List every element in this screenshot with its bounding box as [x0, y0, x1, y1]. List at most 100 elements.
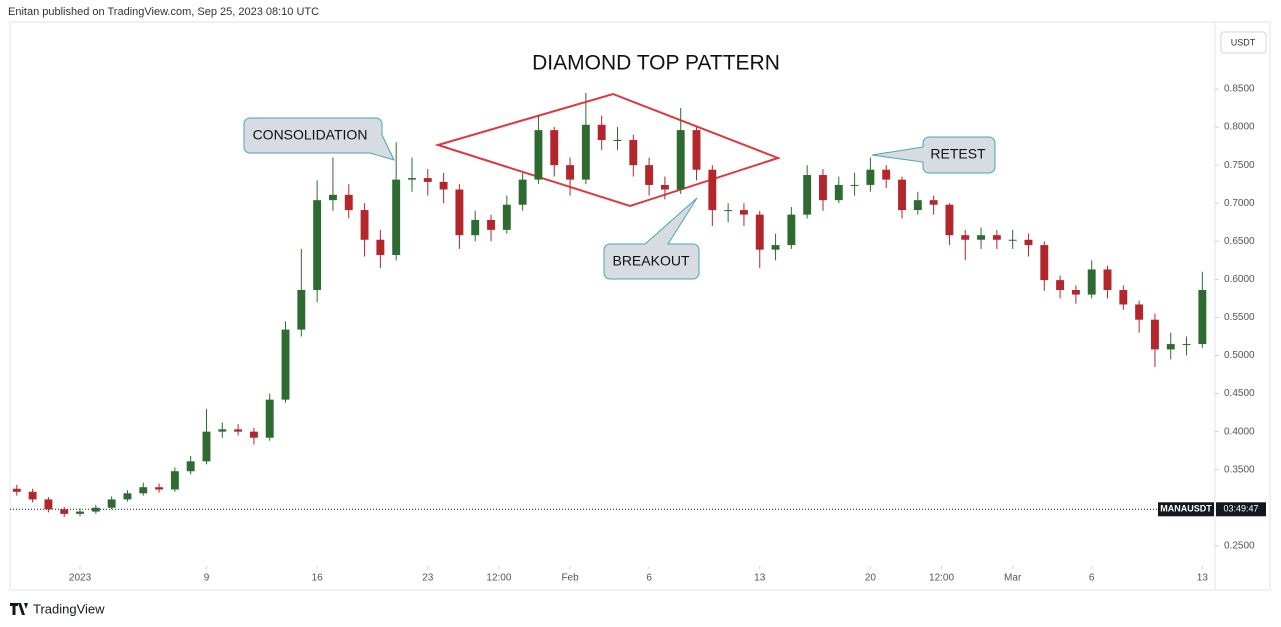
brand-logo: TradingView	[10, 601, 105, 616]
y-tick-label: 0.6500	[1224, 236, 1255, 247]
candle-body	[1087, 269, 1096, 295]
x-tick-label: 13	[1197, 573, 1209, 584]
candle-body	[471, 219, 480, 236]
candle-body	[550, 130, 559, 166]
candle-body	[44, 499, 53, 510]
candle-body	[1198, 290, 1207, 345]
symbol-label-bg	[1158, 502, 1214, 517]
candle-body	[898, 179, 906, 211]
logo-icon	[10, 603, 28, 615]
header: Enitan published on TradingView.com, Sep…	[8, 6, 319, 18]
candle-body	[249, 431, 258, 438]
y-tick-label: 0.5500	[1224, 312, 1255, 323]
x-tick-label: 13	[754, 573, 766, 584]
chart-title: DIAMOND TOP PATTERN	[532, 52, 780, 75]
candle-body	[439, 181, 448, 190]
annotation: RETEST	[930, 146, 986, 162]
candle-body	[1119, 290, 1128, 305]
currency: USDT	[1231, 37, 1256, 47]
candle-body	[645, 165, 654, 185]
candle-body	[1135, 304, 1144, 320]
candle-body	[297, 290, 306, 330]
x-tick-label: 12:00	[486, 573, 511, 584]
countdown-bg	[1216, 502, 1266, 517]
y-tick-label: 0.7000	[1224, 198, 1255, 209]
candle-body	[107, 499, 116, 508]
x-tick-label: 23	[422, 573, 434, 584]
x-tick-label: 16	[312, 573, 324, 584]
currency-box[interactable]	[1220, 31, 1267, 54]
candle-body	[76, 511, 84, 514]
candle-body	[913, 200, 922, 211]
y-tick-label: 0.2500	[1224, 540, 1255, 551]
candle-body	[834, 184, 843, 201]
candle-body	[739, 210, 748, 215]
x-tick-label: Feb	[561, 573, 579, 584]
candle-body	[1071, 290, 1080, 295]
candle-body	[1056, 280, 1065, 291]
candle-body	[202, 431, 211, 462]
candle-body	[155, 487, 164, 490]
callout-retest: RETEST	[871, 136, 996, 174]
candle-body	[502, 204, 511, 230]
y-tick-label: 0.8500	[1224, 84, 1255, 95]
candle-body	[771, 245, 780, 250]
candle-body	[882, 169, 891, 180]
candle-body	[660, 184, 669, 190]
y-tick-label: 0.5000	[1224, 350, 1255, 361]
candle-body	[692, 130, 701, 170]
candle-body	[123, 493, 132, 500]
candle-body	[281, 329, 290, 400]
candle-body	[977, 235, 986, 240]
diamond-shape	[434, 92, 781, 208]
candle-body	[787, 214, 796, 246]
candle-body	[945, 204, 954, 236]
candle-body	[1103, 269, 1112, 291]
callout-breakout: BREAKOUT	[603, 197, 700, 280]
candle-body	[708, 169, 717, 211]
x-tick-label: Mar	[1004, 573, 1022, 584]
y-tick-label: 0.7500	[1224, 160, 1255, 171]
candle-body	[755, 214, 764, 250]
candle-body	[581, 124, 590, 180]
candle-body	[613, 140, 622, 142]
y-tick-label: 0.3500	[1224, 464, 1255, 475]
candle-body	[724, 210, 733, 212]
candle-body	[1024, 239, 1033, 246]
candle-body	[803, 175, 812, 215]
candle-body	[676, 130, 685, 190]
x-tick-label: 2023	[69, 573, 92, 584]
candle-body	[929, 200, 938, 205]
callout-box	[603, 197, 700, 280]
frame	[9, 21, 1271, 591]
candle-body	[819, 175, 827, 201]
x-tick-label: 9	[204, 573, 210, 584]
candle-body	[28, 491, 37, 500]
candle-body	[313, 200, 322, 291]
y-tick-label: 0.4000	[1224, 426, 1255, 437]
callout-consolidation: CONSOLIDATION	[243, 117, 395, 161]
candle-body	[91, 507, 100, 512]
candle-body	[597, 124, 606, 141]
candle-body	[1150, 319, 1159, 350]
candle-body	[60, 509, 69, 514]
candle-body	[376, 239, 385, 255]
candle-body	[961, 235, 970, 240]
candle-body	[218, 429, 227, 432]
candle-body	[1166, 344, 1175, 350]
annotation: BREAKOUT	[612, 253, 689, 269]
symbol-label: MANAUSDT	[1160, 504, 1212, 514]
candle-body	[487, 219, 495, 230]
x-tick-label: 20	[865, 573, 877, 584]
candle-body	[1040, 245, 1049, 281]
x-tick-label: 6	[646, 573, 652, 584]
y-tick-label: 0.6000	[1224, 274, 1255, 285]
candle-body	[408, 178, 416, 180]
candle-body	[534, 130, 543, 180]
candle-body	[186, 461, 195, 472]
candle-body	[423, 178, 432, 182]
y-tick-label: 0.4500	[1224, 388, 1255, 399]
candle-body	[328, 194, 337, 201]
